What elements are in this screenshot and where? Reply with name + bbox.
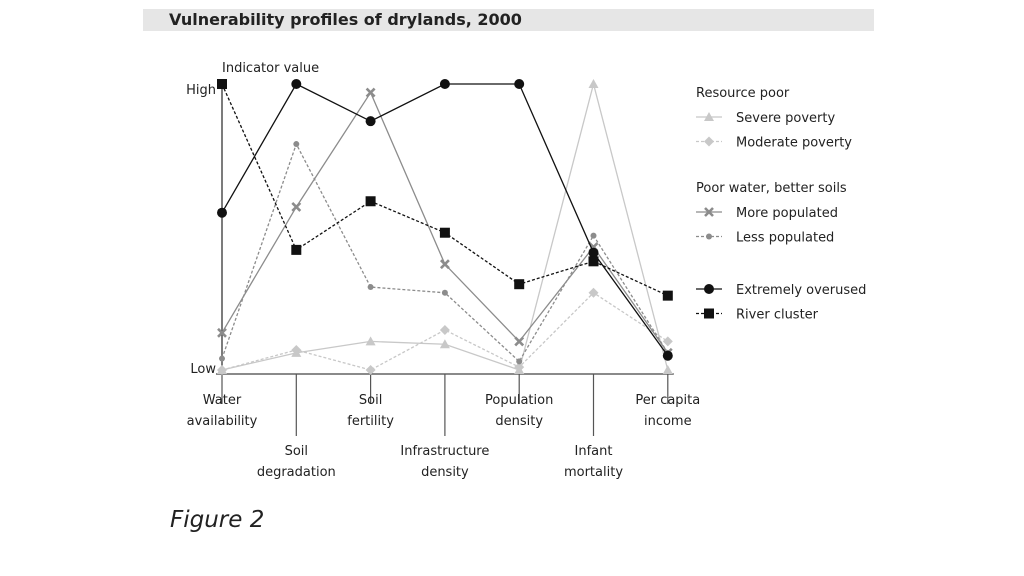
- x-tick-label: Per capita: [635, 393, 700, 408]
- legend-marker: [704, 112, 714, 121]
- y-axis-label: Indicator value: [222, 61, 319, 76]
- legend-item-more-populated: More populated: [696, 206, 838, 221]
- y-tick-label: High: [186, 83, 216, 98]
- data-point-river-cluster: [662, 290, 673, 301]
- data-point-river-cluster: [291, 244, 302, 255]
- legend-marker: [706, 233, 712, 240]
- data-point-moderate-poverty: [217, 365, 227, 375]
- data-point-severe-poverty: [365, 336, 376, 346]
- series-extremely-overused: [217, 79, 673, 361]
- data-point-river-cluster: [514, 279, 525, 290]
- data-point-moderate-poverty: [365, 365, 376, 375]
- data-point-less-populated: [367, 284, 374, 291]
- x-tick-label: mortality: [564, 465, 623, 480]
- data-point-moderate-poverty: [588, 287, 599, 298]
- x-tick-label: density: [421, 465, 469, 480]
- data-point-river-cluster: [365, 196, 376, 207]
- legend-label: More populated: [736, 206, 838, 221]
- x-tick-label: degradation: [257, 465, 336, 480]
- x-tick-label: Water: [203, 393, 242, 408]
- x-tick-label: Soil: [359, 393, 382, 408]
- x-tick-label: Infant: [575, 444, 613, 459]
- data-point-river-cluster: [588, 256, 599, 267]
- data-point-more-populated: [291, 202, 302, 212]
- legend-group-title: Resource poor: [696, 86, 790, 101]
- legend-label: Severe poverty: [736, 111, 835, 126]
- data-point-extremely-overused: [514, 79, 525, 89]
- data-point-less-populated: [516, 358, 523, 365]
- data-point-severe-poverty: [439, 339, 450, 349]
- data-point-moderate-poverty: [291, 344, 302, 355]
- figure-caption: Figure 2: [170, 507, 265, 533]
- series-line-more-populated: [221, 91, 669, 354]
- data-point-severe-poverty: [588, 79, 599, 88]
- data-point-extremely-overused: [662, 350, 673, 361]
- x-tick-label: fertility: [347, 414, 394, 429]
- legend-label: Extremely overused: [736, 283, 866, 298]
- data-point-severe-poverty: [662, 365, 673, 374]
- legend-label: Less populated: [736, 231, 834, 246]
- chart-title-bar: Vulnerability profiles of drylands, 2000: [143, 9, 874, 31]
- legend-marker: [704, 284, 714, 294]
- legend-item-less-populated: Less populated: [696, 231, 834, 246]
- series-moderate-poverty: [217, 287, 673, 375]
- data-point-more-populated: [439, 259, 450, 270]
- legend-marker: [704, 308, 714, 319]
- data-point-more-populated: [514, 336, 525, 347]
- data-point-less-populated: [219, 355, 225, 362]
- legend-item-river-cluster: River cluster: [696, 308, 819, 323]
- data-point-extremely-overused: [365, 116, 376, 127]
- data-point-more-populated: [217, 327, 227, 338]
- legend-marker: [704, 207, 714, 217]
- x-tick-label: Infrastructure: [400, 444, 489, 459]
- legend-item-severe-poverty: Severe poverty: [696, 111, 835, 126]
- data-point-river-cluster: [439, 227, 450, 238]
- data-point-less-populated: [590, 232, 597, 239]
- legend-item-extremely-overused: Extremely overused: [696, 283, 866, 298]
- x-tick-label: availability: [187, 414, 258, 429]
- legend-label: River cluster: [736, 308, 819, 323]
- series-river-cluster: [217, 79, 673, 301]
- chart-title: Vulnerability profiles of drylands, 2000: [169, 10, 522, 29]
- series-more-populated: [217, 87, 673, 358]
- legend-marker: [704, 136, 714, 147]
- data-point-extremely-overused: [439, 79, 450, 89]
- data-point-less-populated: [441, 289, 448, 296]
- x-tick-label: Population: [485, 393, 553, 408]
- data-point-moderate-poverty: [514, 362, 525, 373]
- data-point-moderate-poverty: [439, 324, 450, 335]
- x-tick-label: income: [644, 414, 692, 429]
- x-tick-label: Soil: [285, 444, 308, 459]
- legend-item-moderate-poverty: Moderate poverty: [696, 136, 852, 151]
- data-point-extremely-overused: [291, 79, 302, 89]
- series-less-populated: [219, 141, 671, 365]
- data-point-extremely-overused: [217, 207, 227, 218]
- data-point-less-populated: [293, 141, 300, 148]
- data-point-moderate-poverty: [662, 336, 673, 347]
- legend-group-title: Poor water, better soils: [696, 181, 847, 196]
- data-point-extremely-overused: [588, 247, 599, 258]
- data-point-more-populated: [365, 87, 376, 98]
- x-tick-label: density: [495, 414, 543, 429]
- legend-label: Moderate poverty: [736, 136, 852, 151]
- y-tick-label: Low: [190, 362, 216, 377]
- data-point-river-cluster: [217, 79, 227, 89]
